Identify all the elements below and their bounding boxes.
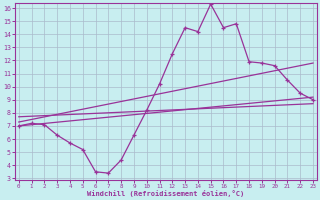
X-axis label: Windchill (Refroidissement éolien,°C): Windchill (Refroidissement éolien,°C): [87, 190, 244, 197]
